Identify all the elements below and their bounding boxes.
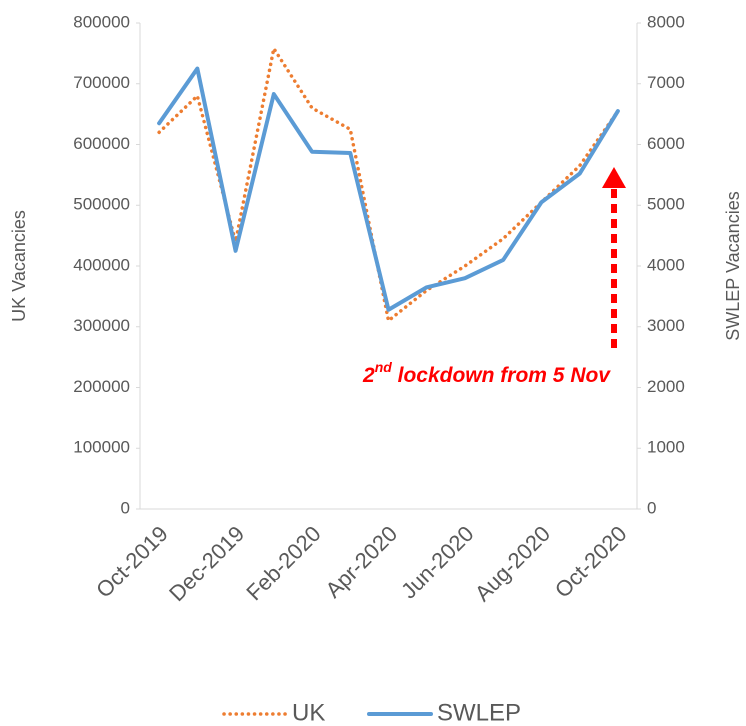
- series-line: [157, 66, 620, 312]
- y2-tick-label: 4000: [647, 255, 685, 274]
- y2-tick-label: 0: [647, 498, 656, 517]
- annotation-text: lockdown from 5 Nov: [392, 364, 612, 387]
- y-tick-label: 800000: [73, 12, 130, 31]
- y2-axis-label: SWLEP Vacancies: [723, 191, 743, 340]
- x-tick-label: Aug-2020: [470, 521, 555, 606]
- annotation-text: nd: [375, 359, 393, 375]
- y2-tick-label: 3000: [647, 316, 685, 335]
- y-tick-label: 200000: [73, 377, 130, 396]
- y2-tick-label: 1000: [647, 438, 685, 457]
- y-tick-label: 0: [121, 498, 130, 517]
- y-tick-label: 100000: [73, 438, 130, 457]
- x-tick-label: Jun-2020: [396, 521, 479, 604]
- y2-tick-label: 6000: [647, 134, 685, 153]
- legend-label: SWLEP: [437, 699, 521, 726]
- y-tick-label: 700000: [73, 73, 130, 92]
- x-tick-label: Oct-2020: [550, 521, 632, 603]
- y-axis-label: UK Vacancies: [9, 210, 29, 322]
- y2-tick-label: 2000: [647, 377, 685, 396]
- legend-label: UK: [292, 699, 325, 726]
- y-tick-label: 500000: [73, 195, 130, 214]
- annotation-text: 2: [362, 364, 375, 387]
- series-line: [157, 46, 620, 323]
- y2-tick-label: 8000: [647, 12, 685, 31]
- x-tick-label: Feb-2020: [241, 521, 325, 605]
- x-tick-label: Dec-2019: [164, 521, 249, 606]
- y2-tick-label: 7000: [647, 73, 685, 92]
- y-tick-label: 600000: [73, 134, 130, 153]
- y-tick-label: 400000: [73, 255, 130, 274]
- x-tick-label: Apr-2020: [320, 521, 402, 603]
- y2-tick-label: 5000: [647, 195, 685, 214]
- y-tick-label: 300000: [73, 316, 130, 335]
- annotation: 2nd lockdown from 5 Nov: [362, 359, 611, 387]
- x-tick-label: Oct-2019: [91, 521, 173, 603]
- annotation-arrowhead: [602, 167, 626, 188]
